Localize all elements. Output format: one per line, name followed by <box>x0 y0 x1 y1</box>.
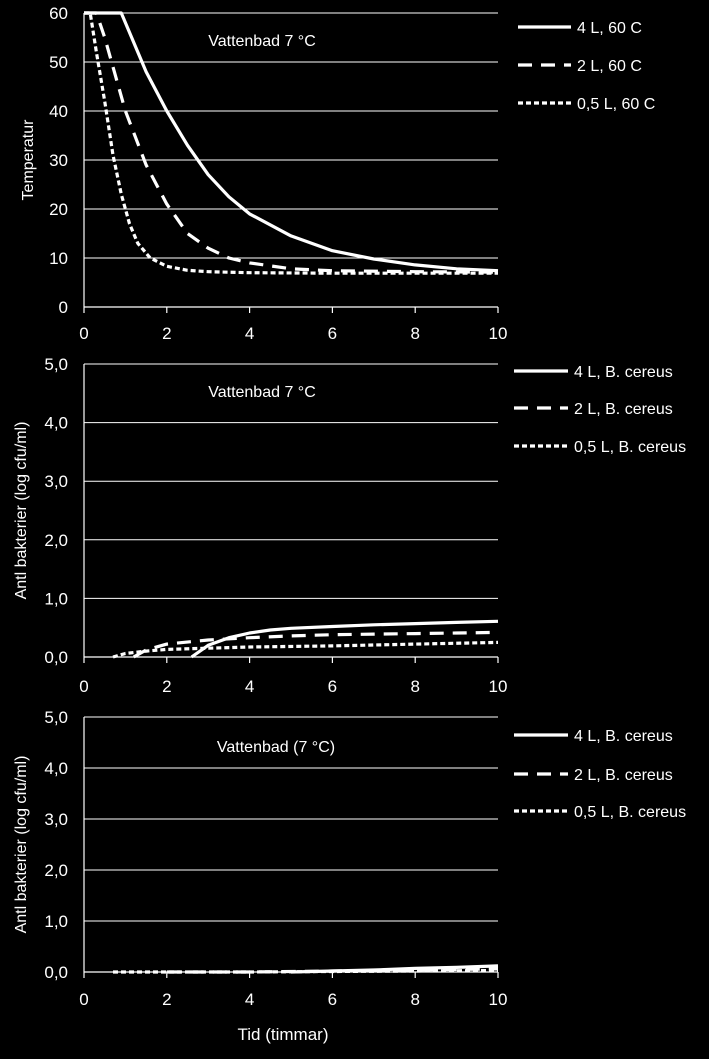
y-tick-label: 1,0 <box>44 589 68 608</box>
y-tick-label: 60 <box>49 4 68 23</box>
plot-annotation: Vattenbad 7 °C <box>208 384 316 401</box>
series-line-2 <box>132 630 499 659</box>
y-tick-label: 0,0 <box>44 648 68 667</box>
x-tick-label: 0 <box>79 677 88 696</box>
chart-panel-1: 0 10 20 30 40 50 60 0 2 4 6 8 10 Temperatur Vattenbad … <box>20 4 655 343</box>
series-line-3 <box>113 968 499 974</box>
y-tick-label: 0,0 <box>44 963 68 982</box>
series-line-3 <box>84 11 498 275</box>
x-tick-label: 4 <box>245 677 254 696</box>
y-tick-label: 20 <box>49 200 68 219</box>
series-line-1 <box>190 619 499 659</box>
x-tick-label: 6 <box>328 990 337 1009</box>
y-tick-label: 3,0 <box>44 810 68 829</box>
plot-annotation: Vattenbad (7 °C) <box>217 739 335 756</box>
x-tick-label: 2 <box>162 990 171 1009</box>
y-tick-label: 50 <box>49 53 68 72</box>
series-line-1 <box>84 11 499 273</box>
legend-label-2: 2 L, B. cereus <box>574 767 673 784</box>
y-tick-label: 4,0 <box>44 759 68 778</box>
y-tick-label: 40 <box>49 102 68 121</box>
legend-label-1: 4 L, B. cereus <box>574 728 673 745</box>
x-tick-label: 4 <box>245 324 254 343</box>
x-tick-label: 4 <box>245 990 254 1009</box>
legend-label-3: 0,5 L, 60 C <box>577 96 655 113</box>
legend-label-3: 0,5 L, B. cereus <box>574 804 686 821</box>
x-tick-label: 6 <box>328 324 337 343</box>
legend-label-2: 2 L, 60 C <box>577 58 642 75</box>
y-tick-label: 30 <box>49 151 68 170</box>
x-tick-label: 10 <box>489 990 508 1009</box>
legend-label-1: 4 L, B. cereus <box>574 364 673 381</box>
legend-label-2: 2 L, B. cereus <box>574 401 673 418</box>
plot-annotation: Vattenbad 7 °C <box>208 33 316 50</box>
x-tick-label: 8 <box>410 990 419 1009</box>
series-line-3 <box>112 640 499 659</box>
x-tick-label: 8 <box>410 324 419 343</box>
y-tick-label: 5,0 <box>44 708 68 727</box>
x-tick-label: 0 <box>79 990 88 1009</box>
legend-label-1: 4 L, 60 C <box>577 20 642 37</box>
legend-label-3: 0,5 L, B. cereus <box>574 439 686 456</box>
y-tick-label: 3,0 <box>44 472 68 491</box>
x-tick-label: 6 <box>328 677 337 696</box>
x-tick-label: 0 <box>79 324 88 343</box>
x-tick-label: 8 <box>410 677 419 696</box>
series-line-2 <box>84 11 499 274</box>
chart-panel-2: 0,0 1,0 2,0 3,0 4,0 5,0 0 2 4 6 8 10 Antl bakterier … <box>13 355 686 696</box>
x-tick-label: 2 <box>162 677 171 696</box>
y-axis-title: Antl bakterier (log cfu/ml) <box>13 756 30 934</box>
x-tick-label: 10 <box>489 677 508 696</box>
x-tick-label: 10 <box>489 324 508 343</box>
y-tick-label: 4,0 <box>44 414 68 433</box>
y-tick-label: 2,0 <box>44 861 68 880</box>
y-tick-label: 1,0 <box>44 912 68 931</box>
y-tick-label: 0 <box>59 298 68 317</box>
y-tick-label: 2,0 <box>44 531 68 550</box>
y-tick-label: 5,0 <box>44 355 68 374</box>
y-tick-label: 10 <box>49 249 68 268</box>
y-axis-title: Temperatur <box>20 119 37 201</box>
y-axis-title: Antl bakterier (log cfu/ml) <box>13 422 30 600</box>
x-axis-title: Tid (timmar) <box>238 1025 329 1044</box>
x-tick-label: 2 <box>162 324 171 343</box>
chart-panel-3: 0,0 1,0 2,0 3,0 4,0 5,0 0 2 4 6 8 10 Antl bakterier … <box>13 708 686 1009</box>
